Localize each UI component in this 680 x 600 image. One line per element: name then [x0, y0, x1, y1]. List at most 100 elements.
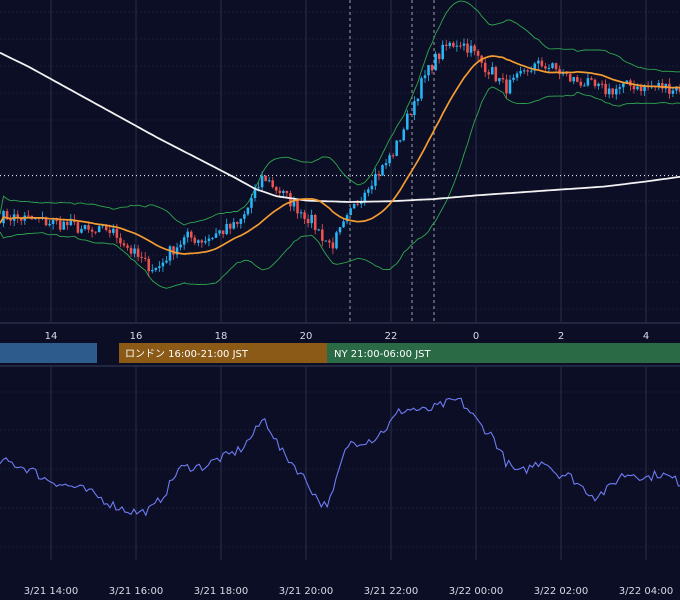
candle-body: [398, 140, 402, 142]
candle-body: [147, 258, 151, 272]
candle-body: [267, 180, 271, 182]
candle-body: [119, 237, 122, 244]
session-ny-label: NY 21:00-06:00 JST: [334, 349, 431, 360]
session-bar: ロンドン 16:00-21:00 JST NY 21:00-06:00 JST: [0, 343, 680, 363]
candle-body: [544, 66, 547, 69]
candle-body: [16, 214, 19, 218]
candle-body: [614, 88, 618, 95]
candle-body: [668, 83, 671, 94]
candle-body: [537, 60, 540, 64]
candle-body: [579, 81, 583, 86]
candle-body: [444, 44, 448, 46]
candle-body: [370, 185, 374, 190]
candle-body: [126, 245, 129, 248]
candle-body: [423, 75, 427, 79]
candle-body: [306, 218, 310, 224]
bollinger-lower-band: [0, 86, 680, 289]
candle-body: [540, 60, 544, 67]
candle-body: [469, 45, 473, 53]
candle-body: [193, 237, 197, 243]
candle-body: [165, 260, 168, 263]
candle-body: [108, 230, 112, 233]
candle-body: [115, 228, 119, 238]
candle-body: [136, 248, 140, 257]
candle-body: [441, 44, 444, 60]
candle-body: [321, 229, 324, 241]
candle-body: [661, 82, 664, 89]
candle-body: [437, 53, 441, 60]
candle-body: [62, 221, 66, 230]
candle-body: [324, 240, 328, 242]
candle-body: [58, 220, 62, 230]
candle-body: [367, 189, 370, 193]
candle-body: [228, 223, 232, 229]
candle-body: [494, 67, 498, 82]
candle-body: [218, 230, 221, 234]
candle-body: [515, 73, 519, 78]
candle-body: [143, 257, 147, 259]
bottom-axis-tick-label: 3/22 02:00: [534, 586, 588, 597]
candle-body: [554, 63, 558, 70]
top-axis-tick-label: 14: [45, 331, 58, 342]
candle-body: [76, 222, 80, 233]
candle-body: [200, 240, 204, 243]
candle-body: [66, 221, 69, 226]
candle-body: [97, 226, 101, 233]
candle-body: [274, 187, 278, 191]
candle-body: [448, 42, 452, 46]
candle-body: [395, 140, 398, 156]
candle-body: [402, 129, 406, 141]
candle-body: [455, 45, 459, 47]
candle-body: [434, 53, 437, 71]
candle-body: [19, 217, 23, 221]
candle-body: [331, 242, 335, 249]
candle-body: [607, 88, 611, 95]
candle-body: [168, 246, 172, 261]
candle-body: [473, 45, 476, 52]
candle-body: [356, 203, 359, 205]
candle-body: [604, 83, 607, 95]
candle-body: [359, 201, 363, 204]
candle-body: [377, 174, 381, 176]
candle-body: [409, 113, 413, 115]
bollinger-upper-band: [0, 0, 680, 226]
candle-body: [590, 78, 593, 80]
candle-body: [476, 51, 480, 56]
candle-body: [253, 187, 257, 199]
candle-body: [519, 71, 522, 74]
candle-body: [466, 43, 469, 53]
candle-body: [243, 214, 246, 219]
candle-body: [622, 83, 625, 88]
candle-body: [349, 208, 352, 216]
candle-body: [526, 70, 529, 72]
oscillator-line: [0, 397, 680, 517]
candle-body: [69, 219, 73, 226]
candle-body: [236, 222, 239, 224]
candle-body: [625, 80, 629, 84]
bottom-time-axis: 3/21 14:00 3/21 16:00 3/21 18:00 3/21 20:00…: [24, 586, 673, 597]
top-time-axis: 14 16 18 20 22 0 2 4: [45, 331, 650, 342]
candle-body: [416, 98, 420, 102]
candle-body: [551, 63, 554, 68]
candle-body: [413, 101, 416, 115]
session-ny-block: [327, 343, 680, 363]
candle-body: [112, 228, 115, 233]
candle-body: [374, 174, 377, 186]
candle-body: [90, 229, 94, 232]
candle-body: [583, 85, 586, 87]
top-axis-tick-label: 22: [385, 331, 398, 342]
candle-body: [179, 244, 182, 248]
candle-body: [529, 70, 533, 72]
candle-body: [568, 73, 572, 82]
candle-body: [384, 163, 388, 166]
candle-body: [214, 233, 218, 238]
candle-body: [289, 193, 292, 207]
candle-body: [285, 190, 289, 194]
candle-body: [172, 246, 175, 255]
candle-body: [292, 200, 296, 207]
candle-body: [211, 237, 214, 239]
candle-body: [48, 223, 51, 226]
bottom-axis-tick-label: 3/21 14:00: [24, 586, 78, 597]
top-axis-tick-label: 18: [215, 331, 228, 342]
candle-body: [317, 229, 321, 231]
